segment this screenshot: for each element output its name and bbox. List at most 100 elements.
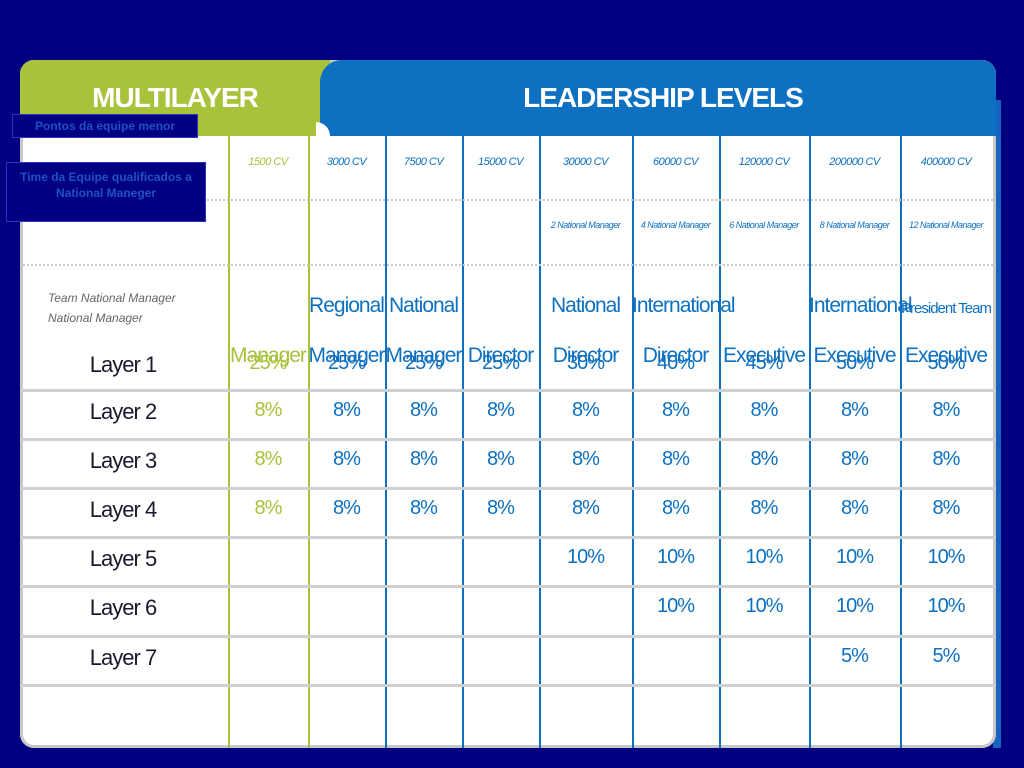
national-manager-requirement: 8 National Manager bbox=[819, 220, 890, 230]
cv-threshold: 120000 CV bbox=[738, 156, 790, 168]
row-divider bbox=[20, 438, 996, 441]
commission-cell: 8% bbox=[572, 448, 600, 470]
team-requirement-label: Team National Manager National Manager bbox=[48, 288, 176, 328]
cv-threshold: 15000 CV bbox=[478, 156, 523, 168]
layer-label: Layer 4 bbox=[89, 497, 157, 522]
commission-cell: 10% bbox=[927, 595, 965, 617]
leadership-levels-title: LEADERSHIP LEVELS bbox=[523, 82, 804, 113]
team-overlay-label: Time da Equipe qualificados a National M… bbox=[6, 162, 206, 222]
row-divider bbox=[20, 389, 996, 392]
commission-cell: 8% bbox=[750, 497, 779, 519]
commission-cell: 8% bbox=[487, 497, 515, 519]
commission-cell: 50% bbox=[927, 352, 965, 374]
leadership-level-title: Director bbox=[552, 344, 620, 367]
commission-cell: 8% bbox=[487, 399, 515, 421]
leadership-level-name: National bbox=[550, 294, 621, 317]
commission-cell: 8% bbox=[410, 399, 438, 421]
commission-cell: 25% bbox=[249, 352, 287, 374]
column-divider bbox=[462, 136, 464, 748]
commission-cell: 8% bbox=[333, 399, 361, 421]
layer-label: Layer 2 bbox=[89, 399, 157, 424]
leadership-level-title: Director bbox=[642, 344, 710, 367]
national-manager-requirement: 2 National Manager bbox=[550, 220, 621, 230]
panel-shadow bbox=[993, 100, 1001, 748]
column-divider bbox=[900, 136, 902, 748]
cv-threshold: 200000 CV bbox=[829, 156, 880, 168]
commission-cell: 8% bbox=[333, 497, 361, 519]
commission-cell: 8% bbox=[750, 448, 779, 470]
commission-cell: 8% bbox=[410, 448, 438, 470]
commission-cell: 45% bbox=[745, 352, 783, 374]
commission-cell: 8% bbox=[254, 497, 283, 519]
cv-threshold: 1500 CV bbox=[248, 156, 288, 168]
leadership-level-title: Manager bbox=[385, 344, 463, 367]
row-divider bbox=[20, 684, 996, 687]
commission-cell: 10% bbox=[835, 546, 874, 568]
leadership-level-title: Manager bbox=[230, 344, 307, 367]
commission-cell: 25% bbox=[404, 352, 443, 374]
national-manager-requirement: 6 National Manager bbox=[729, 220, 799, 230]
leadership-levels-header bbox=[320, 60, 996, 136]
column-divider bbox=[539, 136, 541, 748]
column-divider bbox=[632, 136, 634, 748]
cv-threshold: 60000 CV bbox=[653, 156, 698, 168]
points-overlay-text: Pontos da equipe menor bbox=[34, 119, 175, 133]
commission-cell: 8% bbox=[841, 497, 869, 519]
commission-cell: 8% bbox=[572, 399, 600, 421]
commission-cell: 40% bbox=[656, 352, 695, 374]
commission-cell: 8% bbox=[662, 399, 690, 421]
commission-cell: 10% bbox=[927, 546, 965, 568]
commission-cell: 10% bbox=[745, 595, 783, 617]
commission-cell: 50% bbox=[835, 352, 874, 374]
commission-cell: 8% bbox=[750, 399, 779, 421]
leadership-level-name: International bbox=[809, 294, 913, 317]
row-divider bbox=[20, 487, 996, 490]
team-requirement-line: Team National Manager bbox=[48, 291, 176, 305]
leadership-level-name: President Team bbox=[901, 300, 992, 317]
cv-threshold: 3000 CV bbox=[326, 156, 367, 168]
leadership-level-title: Manager bbox=[308, 344, 386, 367]
leadership-level-name: International bbox=[632, 294, 736, 317]
commission-cell: 8% bbox=[487, 448, 515, 470]
table-grid: Team National Manager National Manager 1… bbox=[20, 136, 996, 748]
commission-cell: 8% bbox=[254, 399, 283, 421]
cv-threshold: 400000 CV bbox=[920, 156, 972, 168]
commission-cell: 5% bbox=[841, 645, 869, 667]
points-overlay-label: Pontos da equipe menor bbox=[12, 114, 198, 138]
column-divider bbox=[308, 136, 310, 748]
commission-cell: 8% bbox=[254, 448, 283, 470]
layer-label: Layer 1 bbox=[89, 352, 157, 377]
commission-cell: 8% bbox=[841, 448, 869, 470]
requirement-row-divider bbox=[20, 264, 996, 266]
commission-cell: 8% bbox=[662, 497, 690, 519]
leadership-level-name: Regional bbox=[309, 294, 385, 317]
leadership-level-title: Executive bbox=[904, 344, 988, 367]
commission-cell: 8% bbox=[333, 448, 361, 470]
layer-label: Layer 7 bbox=[89, 645, 157, 670]
commission-cell: 10% bbox=[656, 595, 695, 617]
commission-cell: 10% bbox=[835, 595, 874, 617]
multilayer-title: MULTILAYER bbox=[92, 82, 259, 113]
leadership-level-title: Director bbox=[467, 344, 535, 367]
commission-cell: 8% bbox=[841, 399, 869, 421]
column-divider bbox=[719, 136, 721, 748]
commission-cell: 8% bbox=[932, 448, 961, 470]
row-divider bbox=[20, 536, 996, 539]
commission-cell: 8% bbox=[410, 497, 438, 519]
row-divider bbox=[20, 585, 996, 588]
commission-cell: 25% bbox=[327, 352, 366, 374]
commission-cell: 10% bbox=[745, 546, 783, 568]
commission-cell: 8% bbox=[932, 399, 961, 421]
column-divider bbox=[809, 136, 811, 748]
national-manager-requirement: 12 National Manager bbox=[908, 220, 984, 230]
commission-cell: 5% bbox=[932, 645, 961, 667]
layer-label: Layer 5 bbox=[89, 546, 157, 571]
column-divider bbox=[228, 136, 230, 748]
commission-cell: 25% bbox=[481, 352, 520, 374]
commission-cell: 10% bbox=[656, 546, 695, 568]
layer-label: Layer 3 bbox=[89, 448, 157, 473]
commission-cell: 30% bbox=[566, 352, 605, 374]
cv-threshold: 7500 CV bbox=[403, 156, 444, 168]
team-overlay-text: Time da Equipe qualificados a National M… bbox=[20, 170, 192, 200]
commission-cell: 8% bbox=[572, 497, 600, 519]
